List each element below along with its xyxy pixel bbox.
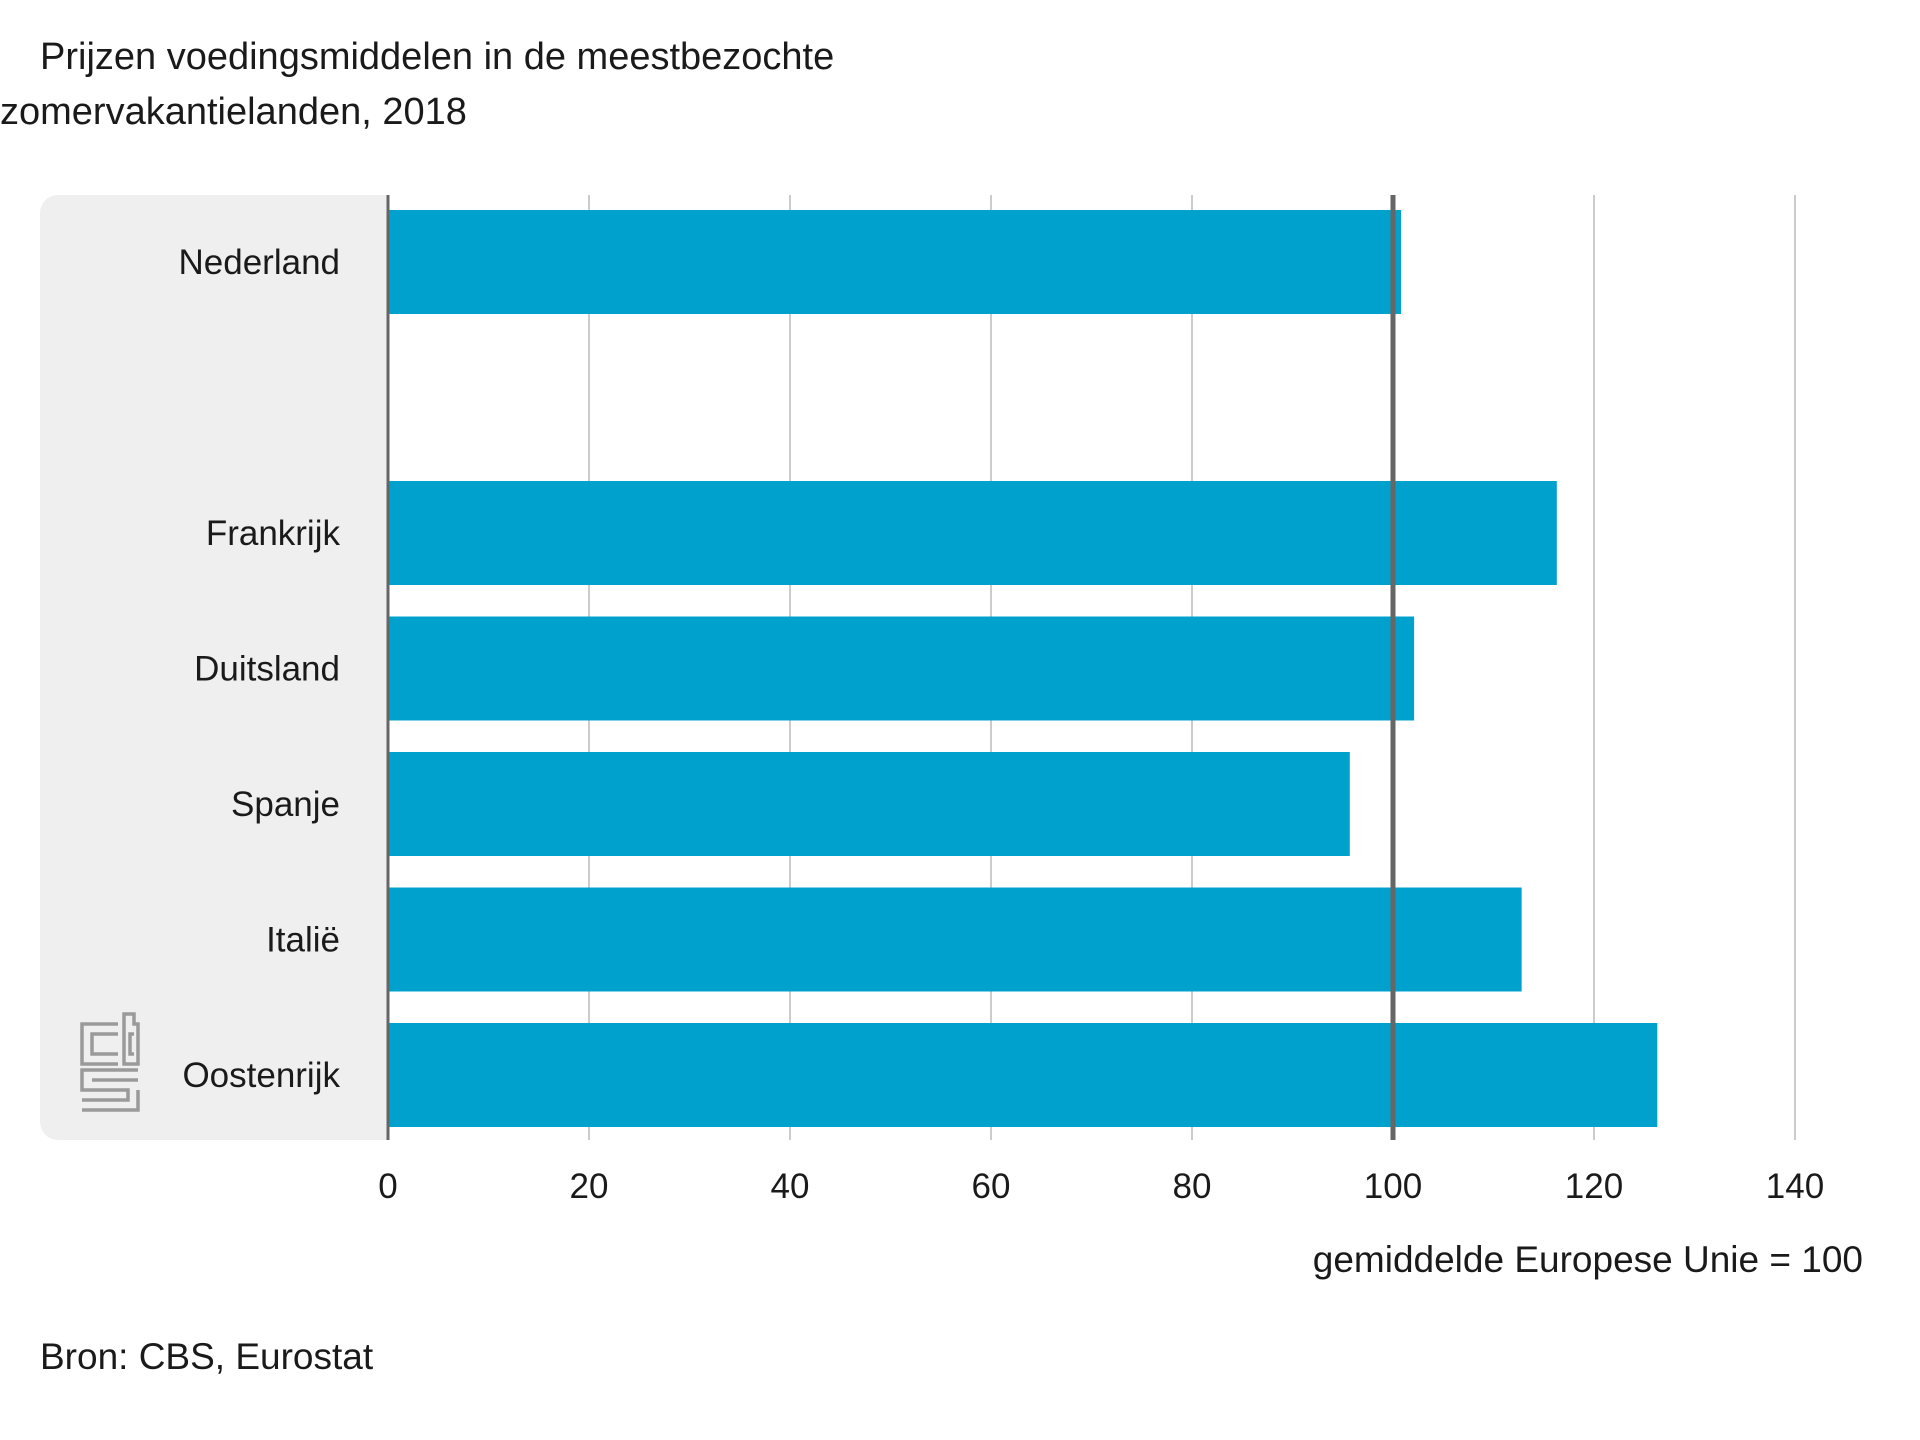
category-label-frankrijk: Frankrijk [206,514,341,553]
x-tick-label-140: 140 [1766,1167,1824,1206]
category-label-spanje: Spanje [231,785,340,824]
category-label-duitsland: Duitsland [194,650,340,689]
x-tick-label-100: 100 [1364,1167,1422,1206]
x-tick-label-120: 120 [1565,1167,1623,1206]
cbs-logo-s-upper [80,1068,138,1102]
cbs-logo-c [80,1022,118,1066]
category-label-oostenrijk: Oostenrijk [182,1056,340,1095]
cbs-logo-icon [80,1012,140,1112]
category-label-panel [40,195,388,1140]
category-label-italië: Italië [266,921,340,960]
axes [386,195,1396,1140]
x-tick-label-0: 0 [378,1167,397,1206]
bar-nederland [388,210,1402,314]
x-tick-label-80: 80 [1173,1167,1212,1206]
chart-title: Prijzen voedingsmiddelen in de meestbezo… [0,30,960,140]
category-labels: Nederland Frankrijk Duitsland Spanje Italië O… [179,243,341,1095]
cbs-logo-c-inner [90,1032,118,1056]
x-axis-unit-label: gemiddelde Europese Unie = 100 [1313,1239,1863,1280]
chart-title-line-2: zomervakantielanden, 2018 [0,91,467,133]
bar-frankrijk [388,481,1557,585]
bar-spanje [388,752,1350,856]
chart-title-line-1: Prijzen voedingsmiddelen in de meestbezo… [40,36,835,78]
category-label-nederland: Nederland [179,243,341,282]
cbs-logo-b [122,1012,140,1066]
x-tick-label-20: 20 [570,1167,609,1206]
x-tick-labels: 0 20 40 60 80 100 120 140 [378,1167,1824,1206]
x-tick-label-60: 60 [972,1167,1011,1206]
bar-duitsland [388,616,1415,721]
bars [388,210,1658,1127]
cbs-logo-s-bottom [82,1090,140,1112]
bar-oostenrijk [388,1023,1658,1127]
x-tick-label-40: 40 [771,1167,810,1206]
bar-italië [388,887,1522,992]
cbs-logo-b-inner [128,1032,134,1056]
source-note: Bron: CBS, Eurostat [40,1336,374,1377]
category-label-panel-edge [360,195,388,1140]
